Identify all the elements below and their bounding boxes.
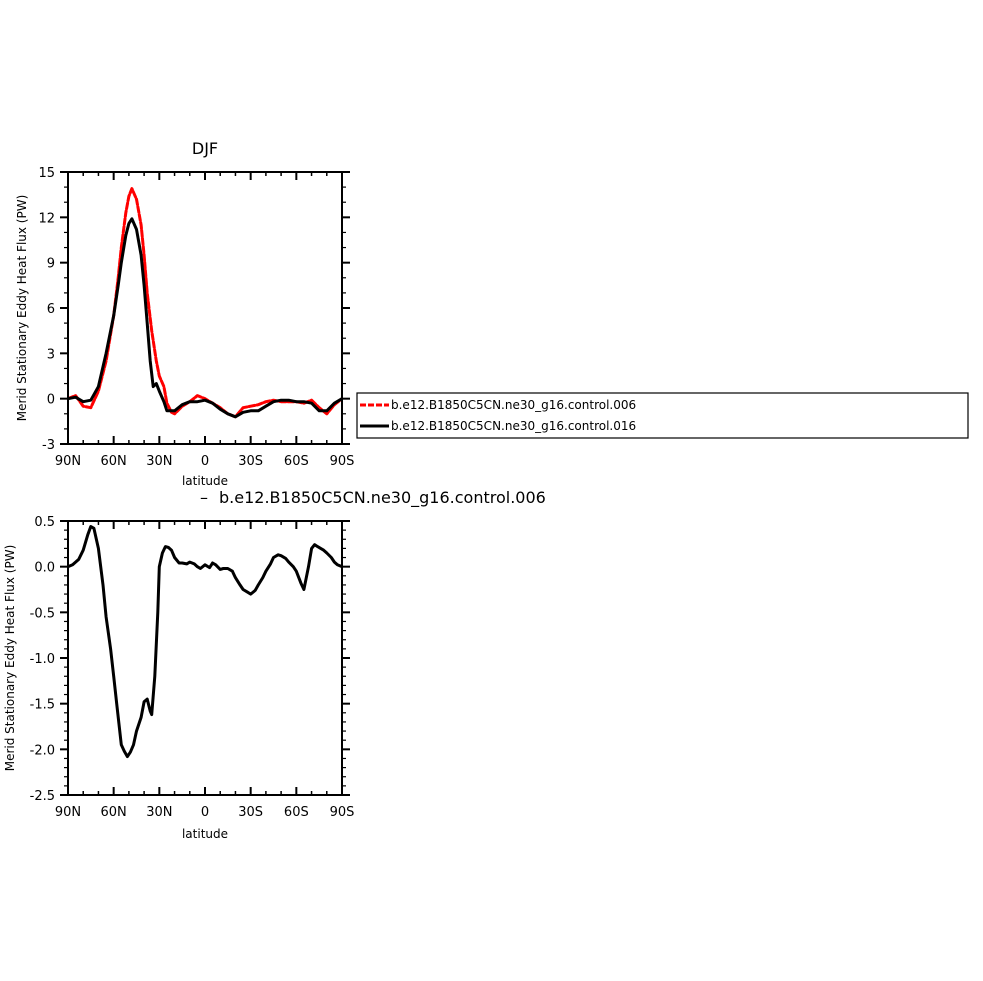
x-tick-label: 60N [101,454,127,469]
legend-label-006: b.e12.B1850C5CN.ne30_g16.control.006 [391,398,636,412]
x-tick-label: 30N [146,805,172,820]
plot-frame [67,520,343,796]
x-tick-label: 90S [330,454,355,469]
legend-label-016: b.e12.B1850C5CN.ne30_g16.control.016 [391,419,636,433]
x-tick-label: 60S [284,805,309,820]
y-tick-label: 0 [47,393,55,408]
series-line-0-1 [69,217,341,419]
y-tick-label: 15 [38,166,55,181]
plot-frame [67,171,343,445]
x-tick-label: 90N [55,805,81,820]
chart-title-bottom: b.e12.B1850C5CN.ne30_g16.control.006 [219,488,546,508]
y-tick-label: 9 [47,257,55,272]
x-tick-label: 30N [146,454,172,469]
y-tick-label: -0.5 [30,606,55,621]
y-axis-label: Merid Stationary Eddy Heat Flux (PW) [15,195,29,422]
x-tick-label: 60N [101,805,127,820]
legend-box [356,392,969,439]
x-tick-label: 0 [201,454,209,469]
y-tick-label: 0.5 [34,515,55,530]
y-tick-label: 6 [47,302,55,317]
x-tick-label: 90N [55,454,81,469]
x-tick-label: 30S [238,805,263,820]
y-tick-label: 0.0 [34,561,55,576]
series-group [69,187,341,419]
y-tick-label: 3 [47,347,55,362]
y-tick-label: -1.0 [30,652,55,667]
series-group [69,525,341,759]
x-axis-label: latitude [182,827,228,841]
y-tick-label: -2.0 [30,743,55,758]
legend: b.e12.B1850C5CN.ne30_g16.control.006 b.e… [356,392,969,439]
series-line-1-0 [69,525,341,759]
y-tick-label: 12 [38,211,55,226]
y-tick-label: -2.5 [30,789,55,804]
x-axis-label: latitude [182,474,228,488]
chart-title-bottom-dash: – [200,488,208,507]
x-tick-label: 90S [330,805,355,820]
x-tick-label: 30S [238,454,263,469]
x-tick-label: 60S [284,454,309,469]
y-tick-label: -3 [42,438,55,453]
ticks: 90N 60N 30N 0 30S 60S 90S -3 0 3 6 9 12 15 [38,166,354,469]
x-tick-label: 0 [201,805,209,820]
series-line-0-0 [69,187,341,419]
panel-difference: – b.e12.B1850C5CN.ne30_g16.control.006 9… [3,488,546,841]
chart-title: DJF [192,139,218,158]
y-tick-label: -1.5 [30,698,55,713]
y-axis-label: Merid Stationary Eddy Heat Flux (PW) [3,545,17,772]
panel-djf: DJF 90N 60N 30N 0 30S 60S 90S -3 0 3 6 9 12 15 latitu… [15,139,354,488]
